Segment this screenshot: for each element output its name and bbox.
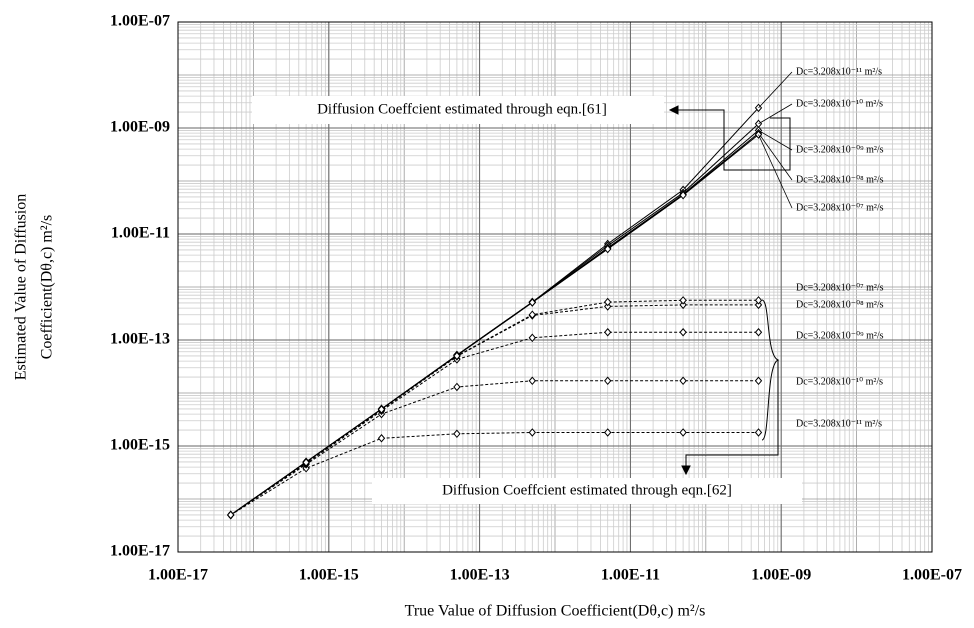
point-marker — [679, 190, 687, 200]
x-tick-label: 1.00E-09 — [751, 567, 811, 584]
point-marker — [453, 429, 461, 439]
point-marker — [453, 382, 461, 392]
label-leader — [758, 130, 793, 151]
plot: 1.00E-17 1.00E-15 1.00E-13 1.00E-11 1.00E-09… — [110, 13, 962, 584]
point-marker — [679, 296, 687, 305]
point-marker — [604, 302, 612, 311]
point-marker — [679, 428, 687, 437]
point-marker — [377, 433, 386, 443]
y-tick-label: 1.00E-11 — [111, 225, 170, 242]
point-marker — [528, 298, 536, 307]
point-marker — [604, 297, 612, 307]
arrow — [668, 105, 679, 115]
point-marker — [604, 327, 612, 337]
annotation-box — [372, 478, 802, 504]
point-marker — [528, 333, 536, 343]
series-line — [230, 299, 759, 516]
point-marker — [377, 405, 386, 414]
y-tick-label: 1.00E-13 — [110, 331, 170, 348]
point-marker — [528, 310, 536, 319]
y-tick-label: 1.00E-15 — [110, 437, 170, 454]
point-marker — [302, 458, 310, 467]
point-marker — [679, 300, 687, 310]
series-line — [230, 123, 759, 516]
legend-label: Dc=3.208x10⁻⁰⁸ m²/s — [796, 299, 884, 310]
point-marker — [679, 376, 687, 386]
y-tick-label: 1.00E-09 — [110, 119, 170, 136]
point-marker — [754, 296, 763, 305]
x-axis-title: True Value of Diffusion Coefficient(Dθ,c… — [405, 603, 706, 620]
plot-frame — [177, 21, 933, 553]
legend-label: Dc=3.208x10⁻⁰⁷ m²/s — [796, 202, 884, 213]
legend-label: Dc=3.208x10⁻¹⁰ m²/s — [796, 376, 883, 387]
grid — [177, 21, 933, 553]
brackets — [668, 105, 791, 476]
x-tick-label: 1.00E-13 — [450, 567, 510, 584]
point-marker — [604, 244, 612, 254]
legend-label: Dc=3.208x10⁻¹¹ m²/s — [796, 418, 882, 429]
legend-label: Dc=3.208x10⁻⁰⁹ m²/s — [796, 330, 884, 341]
annotation: Diffusion Coeffcient estimated through e… — [442, 482, 732, 498]
series-line — [230, 380, 759, 516]
y-axis-title: Coefficient(Dθ,c) m²/s — [39, 215, 56, 360]
bracket-61 — [670, 109, 791, 171]
annotation: Diffusion Coeffcient estimated through e… — [317, 101, 607, 117]
x-tick-label: 1.00E-17 — [148, 567, 208, 584]
y-tick-label: 1.00E-17 — [110, 543, 170, 560]
legend-label: Dc=3.208x10⁻⁰⁷ m²/s — [796, 282, 884, 293]
legend-label: Dc=3.208x10⁻¹⁰ m²/s — [796, 98, 883, 109]
series-line — [230, 130, 759, 516]
x-tick-label: 1.00E-11 — [601, 567, 660, 584]
label-leader — [758, 132, 793, 181]
label-leader — [758, 134, 793, 209]
point-marker — [754, 376, 763, 386]
legend-label: Dc=3.208x10⁻⁰⁹ m²/s — [796, 144, 884, 155]
bracket-62-leader — [685, 360, 779, 470]
point-marker — [754, 428, 763, 437]
y-tick-label: 1.00E-07 — [110, 13, 170, 30]
point-marker — [754, 300, 763, 310]
point-marker — [528, 376, 536, 386]
point-marker — [453, 351, 461, 361]
label-leader — [758, 103, 793, 125]
point-marker — [528, 428, 536, 437]
series-line — [230, 432, 759, 516]
legend-label: Dc=3.208x10⁻¹¹ m²/s — [796, 66, 882, 77]
arrow — [681, 465, 691, 476]
y-axis-title: Estimated Value of Diffusion — [13, 194, 30, 381]
point-marker — [604, 428, 612, 437]
x-tick-label: 1.00E-07 — [902, 567, 962, 584]
label-leader — [758, 71, 793, 109]
point-marker — [604, 376, 612, 386]
point-marker — [679, 327, 687, 337]
point-marker — [754, 327, 763, 337]
legend-label: Dc=3.208x10⁻⁰⁸ m²/s — [796, 174, 884, 185]
point-marker — [227, 510, 235, 520]
x-tick-label: 1.00E-15 — [299, 567, 359, 584]
annotation-box — [252, 96, 664, 124]
